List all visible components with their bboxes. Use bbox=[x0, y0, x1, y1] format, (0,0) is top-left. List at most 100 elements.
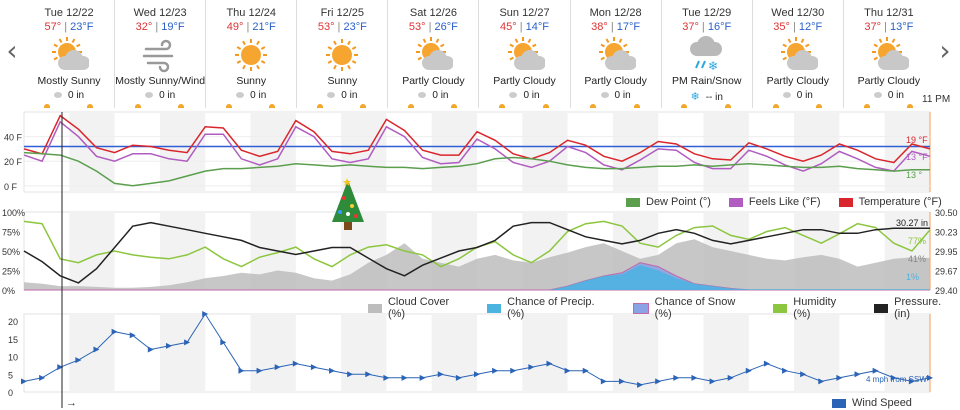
sunrise-icon bbox=[772, 104, 779, 108]
condition-text: Partly Cloudy bbox=[857, 75, 921, 87]
legend-precip: Chance of Precip. (%) bbox=[507, 296, 595, 320]
wind-arrow-icon bbox=[782, 367, 789, 374]
night-stripe bbox=[612, 112, 659, 192]
day-column[interactable]: Wed 12/23 32° | 19°F Mostly Sunny/Wind 0 in bbox=[115, 0, 207, 108]
night-stripe bbox=[431, 212, 477, 290]
sunrise-icon bbox=[317, 104, 324, 108]
y-tick-right: 30.50 bbox=[935, 208, 958, 218]
day-name: Wed 12/23 bbox=[133, 7, 187, 19]
end-value-label: 30.27 in bbox=[896, 218, 928, 228]
sky-legend: Cloud Cover (%) Chance of Precip. (%) Ch… bbox=[350, 296, 960, 320]
y-tick-left: 0% bbox=[2, 286, 15, 296]
precip-amount: 0 in bbox=[206, 90, 296, 101]
night-stripe bbox=[884, 314, 930, 392]
high-temp: 35° bbox=[773, 21, 790, 33]
wind-arrow-icon bbox=[637, 381, 644, 388]
wind-arrow-icon bbox=[401, 374, 408, 381]
precip-value: 0 in bbox=[159, 90, 176, 101]
sunset-icon bbox=[178, 104, 185, 108]
day-temps: 37° | 16°F bbox=[662, 21, 752, 33]
raindrop-icon bbox=[873, 92, 882, 99]
wind-arrow-icon bbox=[39, 374, 46, 381]
wind-arrow-icon bbox=[872, 367, 879, 374]
precip-swatch bbox=[487, 303, 502, 313]
snowflake-icon: ❄ bbox=[690, 91, 700, 103]
series-line-0 bbox=[23, 114, 931, 164]
y-tick-left: 50% bbox=[2, 247, 20, 257]
night-stripe bbox=[703, 314, 749, 392]
day-name: Fri 12/25 bbox=[320, 7, 365, 19]
pressure-swatch bbox=[874, 303, 889, 313]
svg-text:❄: ❄ bbox=[708, 59, 718, 73]
y-tick-label: 0 bbox=[8, 388, 13, 398]
day-column[interactable]: Mon 12/28 38° | 17°F Partly Cloudy 0 in bbox=[571, 0, 662, 108]
day-column[interactable]: Tue 12/22 57° | 23°F Mostly Sunny 0 in bbox=[24, 0, 116, 108]
prev-arrow-icon[interactable]: ‹ bbox=[6, 34, 18, 67]
wind-arrow-icon bbox=[908, 378, 915, 385]
precip-value: 0 in bbox=[341, 90, 358, 101]
precip-amount: 0 in bbox=[115, 90, 205, 101]
day-column[interactable]: Sun 12/27 45° | 14°F Partly Cloudy 0 in bbox=[479, 0, 571, 108]
low-temp: 23°F bbox=[70, 21, 94, 33]
condition-text: Partly Cloudy bbox=[584, 75, 647, 87]
chart-panel-2 bbox=[23, 313, 931, 393]
next-arrow-icon[interactable]: › bbox=[939, 34, 951, 67]
wind-arrow-icon bbox=[474, 371, 480, 378]
y-tick-label: 20 F bbox=[4, 157, 23, 167]
y-tick-left: 25% bbox=[2, 267, 20, 277]
sun-marks bbox=[206, 102, 296, 108]
night-stripe bbox=[431, 112, 477, 192]
day-column[interactable]: Thu 12/31 37° | 13°F Partly Cloudy 0 in bbox=[844, 0, 934, 108]
temp-separator: | bbox=[884, 21, 887, 33]
condition-text: Mostly Sunny/Wind bbox=[115, 75, 206, 87]
wind-arrow-icon bbox=[528, 364, 535, 371]
low-temp: 26°F bbox=[434, 21, 458, 33]
wind-arrow-icon bbox=[673, 374, 680, 381]
y-tick-label: 5 bbox=[8, 370, 13, 380]
snow-swatch bbox=[632, 302, 649, 314]
raindrop-icon bbox=[236, 92, 245, 99]
day-column[interactable]: Wed 12/30 35° | 12°F Partly Cloudy 0 in bbox=[753, 0, 844, 108]
day-column[interactable]: Fri 12/25 53° | 23°F Sunny 0 in bbox=[297, 0, 389, 108]
pressure-line bbox=[23, 221, 930, 284]
night-stripe bbox=[884, 112, 930, 192]
wind-arrow-icon bbox=[600, 378, 607, 385]
rain-snow-icon: ❄ bbox=[662, 35, 752, 75]
humidity-line bbox=[23, 220, 931, 268]
wind-arrow-icon bbox=[437, 371, 444, 378]
christmas-tree-icon: ★ bbox=[332, 177, 364, 230]
sunrise-icon bbox=[681, 104, 688, 108]
tree-ornament bbox=[346, 212, 350, 216]
raindrop-icon bbox=[509, 92, 518, 99]
day-column[interactable]: Tue 12/29 37° | 16°F ❄ PM Rain/Snow ❄ -- in bbox=[662, 0, 753, 108]
wind-arrow-icon bbox=[256, 367, 263, 374]
wind-arrow-icon bbox=[129, 332, 136, 339]
day-column[interactable]: Thu 12/24 49° | 21°F Sunny 0 in bbox=[206, 0, 298, 108]
precip-value: -- in bbox=[705, 92, 723, 103]
day-column[interactable]: Sat 12/26 53° | 26°F Partly Cloudy 0 in bbox=[388, 0, 480, 108]
wind-arrow-icon bbox=[347, 371, 354, 378]
wind-direction-arrow-icon: → bbox=[66, 397, 77, 409]
condition-text: Sunny bbox=[236, 75, 267, 87]
sun-cloud-icon bbox=[388, 35, 478, 75]
series-line-2 bbox=[23, 151, 930, 187]
precip-amount: 0 in bbox=[753, 90, 843, 101]
wind-arrow-icon bbox=[184, 339, 191, 346]
sunrise-icon bbox=[590, 104, 597, 108]
wind-arrow-icon bbox=[93, 346, 100, 353]
wind-arrow-icon bbox=[220, 339, 227, 346]
precip-value: 0 in bbox=[250, 90, 267, 101]
high-temp: 53° bbox=[317, 21, 335, 33]
end-value-label: 19 °F bbox=[906, 135, 928, 145]
wind-arrow-icon bbox=[310, 364, 317, 371]
tree-ornament bbox=[350, 204, 354, 208]
sun-marks bbox=[571, 102, 661, 108]
day-name: Sat 12/26 bbox=[409, 7, 457, 19]
day-name: Wed 12/30 bbox=[771, 7, 825, 19]
snow-area bbox=[24, 262, 930, 291]
sunset-icon bbox=[815, 104, 822, 108]
sunset-icon bbox=[724, 104, 731, 108]
sunrise-icon bbox=[499, 104, 506, 108]
sun-marks bbox=[662, 102, 752, 108]
day-temps: 38° | 17°F bbox=[571, 21, 661, 33]
